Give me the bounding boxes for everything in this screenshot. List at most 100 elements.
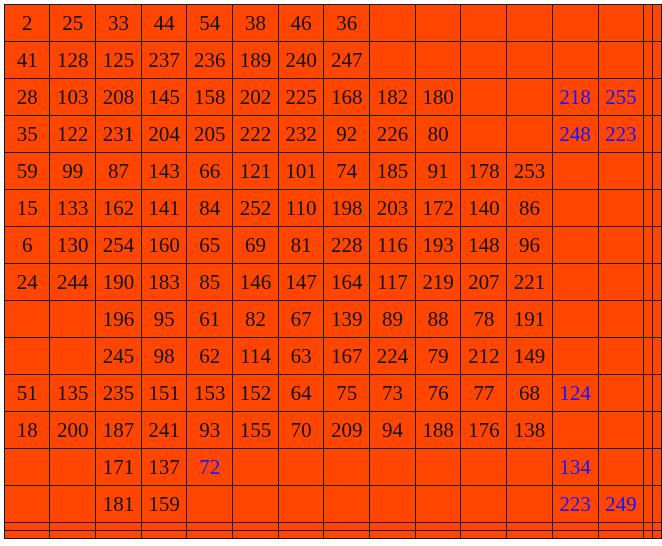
grid-cell: 36	[323, 4, 371, 42]
grid-cell	[551, 522, 599, 531]
grid-cell: 187	[95, 411, 142, 449]
grid-cell: 88	[414, 300, 462, 338]
grid-cell: 202	[232, 78, 279, 116]
grid-cell	[277, 522, 325, 531]
grid-cell: 117	[369, 263, 416, 301]
grid-cell	[643, 189, 653, 227]
grid-row: 35 122 231 204 205 222 232 92 226 80 248 223	[3, 115, 662, 153]
grid-cell: 6	[3, 226, 51, 264]
grid-cell: 225	[277, 78, 325, 116]
grid-cell	[597, 337, 645, 375]
grid-cell: 209	[323, 411, 371, 449]
grid-cell: 134	[551, 448, 599, 486]
grid-cell	[597, 4, 645, 42]
grid-cell	[140, 522, 188, 531]
grid-cell: 38	[232, 4, 279, 42]
grid-cell: 200	[49, 411, 97, 449]
grid-cell: 140	[460, 189, 508, 227]
grid-cell: 172	[414, 189, 462, 227]
grid-cell	[597, 41, 645, 79]
grid-cell	[643, 485, 653, 523]
grid-cell: 167	[323, 337, 371, 375]
grid-cell: 18	[3, 411, 51, 449]
grid-cell	[651, 485, 662, 523]
grid-cell	[643, 78, 653, 116]
grid-cell: 110	[277, 189, 325, 227]
grid-cell: 178	[460, 152, 508, 190]
grid-cell: 61	[186, 300, 234, 338]
grid-cell: 87	[95, 152, 142, 190]
grid-row: 2 25 33 44 54 38 46 36	[3, 4, 662, 42]
grid-cell: 121	[232, 152, 279, 190]
grid-cell	[506, 4, 553, 42]
grid-cell: 160	[140, 226, 188, 264]
grid-cell: 64	[277, 374, 325, 412]
grid-cell	[414, 4, 462, 42]
grid-cell	[414, 41, 462, 79]
grid-cell	[651, 530, 662, 539]
grid-cell: 141	[140, 189, 188, 227]
grid-cell: 73	[369, 374, 416, 412]
grid-cell	[460, 448, 508, 486]
grid-cell	[597, 448, 645, 486]
grid-cell	[651, 78, 662, 116]
grid-cell	[506, 530, 553, 539]
grid-cell: 89	[369, 300, 416, 338]
grid-cell	[232, 522, 279, 531]
grid-cell: 155	[232, 411, 279, 449]
grid-cell: 224	[369, 337, 416, 375]
grid-cell	[643, 152, 653, 190]
grid-cell	[597, 411, 645, 449]
grid-cell: 125	[95, 41, 142, 79]
grid-cell: 98	[140, 337, 188, 375]
grid-cell	[551, 189, 599, 227]
grid-cell	[3, 300, 51, 338]
grid-cell: 183	[140, 263, 188, 301]
grid-cell: 212	[460, 337, 508, 375]
grid-cell	[551, 4, 599, 42]
grid-cell: 253	[506, 152, 553, 190]
grid-cell	[460, 485, 508, 523]
grid-cell: 41	[3, 41, 51, 79]
grid-cell: 70	[277, 411, 325, 449]
grid-cell: 133	[49, 189, 97, 227]
grid-cell	[414, 522, 462, 531]
grid-cell: 79	[414, 337, 462, 375]
grid-cell	[49, 522, 97, 531]
grid-row: 196 95 61 82 67 139 89 88 78 191	[3, 300, 662, 338]
grid-cell	[651, 337, 662, 375]
grid-cell: 137	[140, 448, 188, 486]
grid-cell: 247	[323, 41, 371, 79]
grid-cell	[95, 522, 142, 531]
grid-cell	[651, 374, 662, 412]
grid-cell: 176	[460, 411, 508, 449]
grid-cell	[49, 485, 97, 523]
grid-cell	[651, 189, 662, 227]
grid-cell	[597, 263, 645, 301]
grid-cell: 62	[186, 337, 234, 375]
grid-cell: 80	[414, 115, 462, 153]
grid-cell	[643, 41, 653, 79]
grid-cell: 122	[49, 115, 97, 153]
grid-cell	[506, 41, 553, 79]
grid-cell: 252	[232, 189, 279, 227]
grid-cell	[3, 522, 51, 531]
grid-cell: 77	[460, 374, 508, 412]
grid-cell	[186, 485, 234, 523]
grid-cell: 65	[186, 226, 234, 264]
grid-cell	[95, 530, 142, 539]
grid-cell	[651, 411, 662, 449]
grid-cell: 116	[369, 226, 416, 264]
grid-cell: 237	[140, 41, 188, 79]
grid-row	[3, 530, 662, 539]
grid-cell	[651, 522, 662, 531]
grid-row: 181 159 223 249	[3, 485, 662, 523]
grid-cell: 76	[414, 374, 462, 412]
grid-cell: 193	[414, 226, 462, 264]
grid-cell	[3, 448, 51, 486]
grid-cell: 228	[323, 226, 371, 264]
grid-cell	[460, 41, 508, 79]
grid-cell: 235	[95, 374, 142, 412]
grid-cell	[597, 152, 645, 190]
grid-cell: 191	[506, 300, 553, 338]
